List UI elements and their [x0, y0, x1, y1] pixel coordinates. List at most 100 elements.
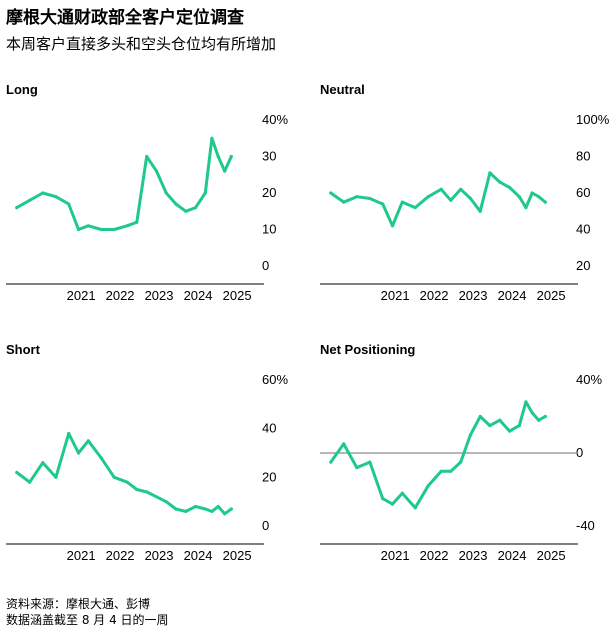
- net-positioning-x-tick-label: 2023: [459, 548, 488, 563]
- net-positioning-data-point: [498, 418, 502, 422]
- net-positioning-data-point: [537, 418, 541, 422]
- neutral-chart: 100% 80 60 40 20 2021 2022 2023 2024 2025: [320, 112, 610, 303]
- long-data-point: [223, 169, 227, 173]
- long-series-line: [15, 136, 233, 231]
- long-data-point: [203, 191, 207, 195]
- long-data-point: [174, 202, 178, 206]
- long-panel-title: Long: [6, 82, 38, 97]
- short-data-point: [229, 507, 233, 511]
- neutral-data-point: [439, 187, 443, 191]
- long-panel: Long 40% 30 20 10 0 2021 2022 2023 2024 2025: [6, 82, 296, 307]
- short-data-point: [15, 470, 19, 475]
- short-data-point: [54, 475, 58, 479]
- short-y-tick-label: 40: [262, 421, 276, 436]
- long-data-point: [99, 227, 103, 232]
- net-positioning-x-tick-label: 2022: [420, 548, 449, 563]
- net-positioning-data-point: [381, 497, 385, 501]
- neutral-panel: Neutral 100% 80 60 40 20 2021 2022 2023 2024 2025: [320, 82, 610, 307]
- net-positioning-data-point: [524, 400, 528, 404]
- net-positioning-data-point: [329, 460, 333, 464]
- neutral-data-point: [381, 202, 385, 206]
- short-data-point: [112, 475, 116, 479]
- short-data-point: [145, 490, 149, 494]
- short-data-point: [28, 480, 32, 484]
- short-panel-title: Short: [6, 342, 40, 357]
- net-positioning-data-point: [400, 491, 404, 495]
- long-data-point: [135, 220, 139, 224]
- short-data-point: [184, 509, 188, 513]
- long-data-point: [28, 198, 32, 202]
- short-chart: 60% 40 20 0 2021 2022 2023 2024 2025: [6, 372, 288, 563]
- neutral-series-line: [329, 171, 547, 228]
- neutral-data-point: [524, 206, 528, 210]
- neutral-data-point: [543, 200, 547, 204]
- long-data-point: [41, 191, 45, 195]
- net-positioning-data-point: [488, 424, 492, 428]
- net-positioning-data-point: [413, 506, 417, 510]
- short-data-point: [41, 461, 45, 465]
- net-positioning-data-point: [426, 484, 430, 488]
- neutral-data-point: [368, 196, 372, 201]
- neutral-x-tick-label: 2021: [381, 288, 410, 303]
- net-positioning-x-tick-label: 2024: [498, 548, 527, 563]
- neutral-y-tick-label: 60: [576, 185, 590, 200]
- neutral-x-tick-label: 2023: [459, 288, 488, 303]
- neutral-data-point: [498, 180, 502, 184]
- long-data-point: [76, 227, 81, 232]
- short-data-point: [76, 451, 81, 455]
- net-positioning-panel-title: Net Positioning: [320, 342, 416, 357]
- short-data-point: [86, 439, 90, 443]
- net-positioning-data-point: [342, 442, 346, 446]
- net-positioning-data-point: [543, 414, 547, 419]
- net-positioning-data-point: [508, 429, 512, 433]
- short-data-point: [174, 507, 178, 511]
- long-data-point: [54, 195, 58, 199]
- short-series-line: [15, 432, 233, 516]
- short-panel: Short 60% 40 20 0 2021 2022 2023 2024 2025: [6, 342, 296, 567]
- net-positioning-series-line: [329, 400, 547, 510]
- short-data-point: [135, 487, 139, 492]
- neutral-data-point: [449, 198, 453, 202]
- short-y-tick-label: 60%: [262, 372, 288, 387]
- neutral-data-point: [468, 196, 473, 201]
- long-y-tick-label: 40%: [262, 112, 288, 127]
- date-note: 数据涵盖截至 8 月 4 日的一周: [6, 613, 169, 627]
- net-positioning-y-tick-label: -40: [576, 518, 595, 533]
- short-y-tick-label: 0: [262, 518, 269, 533]
- long-data-point: [154, 169, 159, 173]
- long-data-point: [184, 209, 188, 213]
- neutral-data-point: [390, 224, 395, 228]
- net-positioning-data-point: [468, 433, 473, 437]
- net-positioning-data-point: [390, 502, 395, 506]
- long-data-point: [194, 206, 198, 210]
- neutral-data-point: [530, 191, 534, 195]
- short-y-tick-label: 20: [262, 469, 276, 484]
- source-note: 资料来源：摩根大通、彭博 数据涵盖截至 8 月 4 日的一周: [6, 596, 169, 628]
- long-data-point: [15, 206, 19, 210]
- long-x-tick-label: 2023: [145, 288, 174, 303]
- neutral-y-tick-label: 100%: [576, 112, 610, 127]
- short-data-point: [67, 431, 71, 436]
- net-positioning-data-point: [355, 466, 359, 470]
- long-data-point: [229, 154, 233, 159]
- source-line: 资料来源：摩根大通、彭博: [6, 597, 151, 611]
- long-x-tick-label: 2024: [184, 288, 213, 303]
- long-data-point: [67, 202, 71, 206]
- long-x-tick-label: 2021: [67, 288, 96, 303]
- short-data-point: [216, 504, 220, 509]
- long-x-tick-label: 2025: [223, 288, 252, 303]
- long-y-tick-label: 10: [262, 222, 276, 237]
- short-data-point: [99, 456, 103, 460]
- short-data-point: [154, 495, 159, 499]
- long-data-point: [164, 191, 168, 195]
- long-data-point: [210, 136, 214, 140]
- long-y-tick-label: 20: [262, 185, 276, 200]
- neutral-y-tick-label: 40: [576, 222, 590, 237]
- short-data-point: [164, 500, 168, 504]
- long-y-tick-label: 30: [262, 149, 276, 164]
- long-data-point: [216, 154, 220, 159]
- long-x-tick-label: 2022: [106, 288, 135, 303]
- short-data-point: [125, 480, 129, 484]
- net-positioning-data-point: [530, 411, 534, 415]
- neutral-data-point: [517, 195, 521, 199]
